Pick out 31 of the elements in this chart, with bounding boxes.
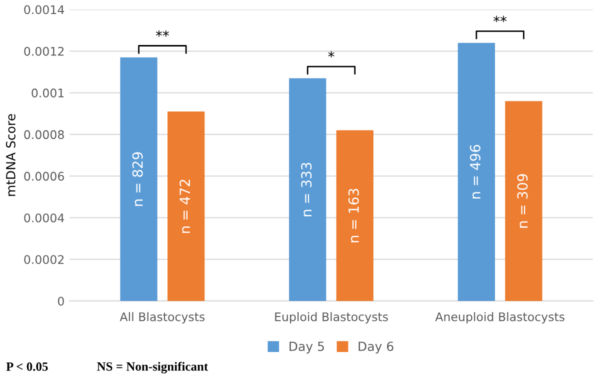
y-tick-label: 0.001 (32, 88, 64, 98)
text: NS = Non-significant (97, 362, 208, 374)
x-tick-label: Aneuploid Blastocysts (435, 312, 564, 324)
annotation: n = 309 (517, 174, 528, 228)
legend-label: Day 5 (290, 342, 324, 354)
annotation: n = 333 (301, 162, 312, 216)
annotation: * (328, 51, 334, 58)
annotation: n = 829 (132, 152, 143, 206)
bar (167, 112, 205, 301)
bar (505, 101, 542, 301)
bar (289, 78, 326, 301)
annotation: ** (156, 30, 169, 37)
y-tick-label: 0.0004 (24, 213, 64, 222)
x-tick-label: All Blastocysts (120, 312, 205, 324)
y-tick-label: 0.0002 (24, 255, 64, 264)
text: P < 0.05 (6, 362, 48, 371)
bar (120, 57, 158, 301)
annotation: ** (494, 16, 507, 22)
y-axis-title: mtDNA Score (6, 114, 16, 196)
y-tick-label: 0.0006 (24, 172, 64, 181)
y-tick-label: 0 (58, 296, 64, 306)
annotation: n = 163 (348, 188, 359, 242)
bar (336, 130, 374, 301)
x-tick-label: Euploid Blastocysts (275, 312, 388, 324)
y-tick-label: 0.0012 (24, 46, 64, 56)
y-tick-label: 0.0008 (24, 130, 64, 140)
annotation: n = 496 (470, 144, 480, 199)
legend-label: Day 6 (358, 342, 394, 354)
bar (458, 42, 495, 301)
y-tick-label: 0.0014 (24, 5, 64, 14)
annotation: n = 472 (180, 180, 190, 233)
